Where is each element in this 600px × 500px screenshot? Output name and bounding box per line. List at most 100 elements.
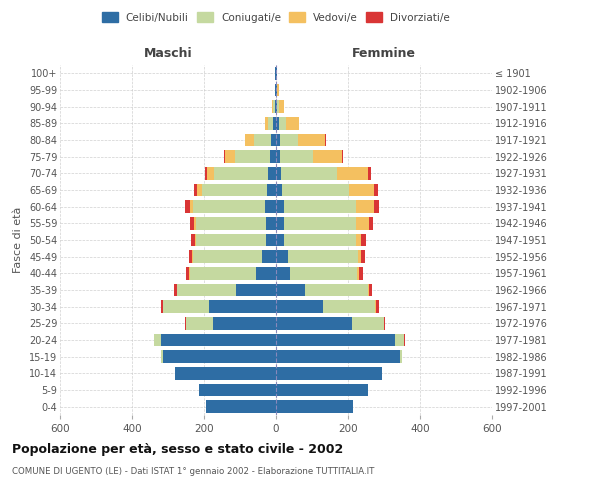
Bar xyxy=(269,150,276,163)
Bar xyxy=(189,250,193,263)
Bar xyxy=(267,184,276,196)
Bar xyxy=(305,284,368,296)
Bar xyxy=(276,100,277,113)
Bar xyxy=(276,67,277,80)
Bar xyxy=(275,84,276,96)
Bar xyxy=(276,300,323,313)
Bar xyxy=(254,134,271,146)
Bar xyxy=(359,267,363,280)
Bar xyxy=(193,200,265,213)
Bar xyxy=(276,334,395,346)
Bar xyxy=(154,334,161,346)
Bar xyxy=(395,334,404,346)
Bar xyxy=(185,317,186,330)
Bar xyxy=(190,267,256,280)
Bar xyxy=(275,100,276,113)
Bar xyxy=(207,167,214,179)
Bar xyxy=(190,200,193,213)
Bar xyxy=(276,84,277,96)
Bar xyxy=(284,234,356,246)
Bar xyxy=(175,367,276,380)
Bar xyxy=(337,167,368,179)
Bar xyxy=(205,167,207,179)
Bar xyxy=(235,150,269,163)
Text: Femmine: Femmine xyxy=(352,47,416,60)
Bar xyxy=(273,100,275,113)
Bar xyxy=(163,350,276,363)
Bar xyxy=(268,117,273,130)
Bar xyxy=(284,217,356,230)
Bar xyxy=(202,184,267,196)
Bar xyxy=(276,384,368,396)
Bar xyxy=(358,250,361,263)
Legend: Celibi/Nubili, Coniugati/e, Vedovi/e, Divorziati/e: Celibi/Nubili, Coniugati/e, Vedovi/e, Di… xyxy=(100,10,452,24)
Bar xyxy=(245,134,254,146)
Bar xyxy=(174,284,176,296)
Bar xyxy=(341,150,343,163)
Bar xyxy=(276,400,353,413)
Bar xyxy=(161,350,163,363)
Bar xyxy=(161,300,163,313)
Bar xyxy=(325,134,326,146)
Bar xyxy=(197,184,202,196)
Bar xyxy=(256,267,276,280)
Bar xyxy=(262,250,276,263)
Bar xyxy=(349,184,374,196)
Bar xyxy=(161,334,276,346)
Bar xyxy=(185,267,189,280)
Bar xyxy=(276,284,305,296)
Bar xyxy=(280,134,298,146)
Bar xyxy=(298,134,325,146)
Bar xyxy=(196,217,266,230)
Bar xyxy=(193,250,262,263)
Bar xyxy=(276,167,281,179)
Bar xyxy=(271,134,276,146)
Bar xyxy=(276,200,284,213)
Bar xyxy=(361,250,365,263)
Bar xyxy=(357,267,359,280)
Bar xyxy=(368,167,371,179)
Bar xyxy=(209,300,276,313)
Bar xyxy=(369,284,372,296)
Bar xyxy=(368,284,369,296)
Bar xyxy=(194,217,196,230)
Bar xyxy=(266,234,276,246)
Bar xyxy=(290,267,357,280)
Bar xyxy=(400,350,402,363)
Bar xyxy=(356,234,361,246)
Bar xyxy=(375,300,376,313)
Bar xyxy=(277,100,279,113)
Bar xyxy=(276,117,279,130)
Bar xyxy=(266,217,276,230)
Bar xyxy=(214,167,268,179)
Bar xyxy=(374,200,379,213)
Text: COMUNE DI UGENTO (LE) - Dati ISTAT 1° gennaio 2002 - Elaborazione TUTTITALIA.IT: COMUNE DI UGENTO (LE) - Dati ISTAT 1° ge… xyxy=(12,468,374,476)
Bar xyxy=(276,317,352,330)
Bar xyxy=(276,184,283,196)
Bar xyxy=(177,284,236,296)
Text: Maschi: Maschi xyxy=(143,47,193,60)
Bar xyxy=(356,217,368,230)
Bar xyxy=(199,384,276,396)
Y-axis label: Fasce di età: Fasce di età xyxy=(13,207,23,273)
Bar xyxy=(191,234,194,246)
Bar xyxy=(190,217,194,230)
Bar xyxy=(265,117,268,130)
Bar xyxy=(374,184,378,196)
Bar xyxy=(276,250,287,263)
Bar xyxy=(323,300,375,313)
Bar xyxy=(284,200,356,213)
Bar xyxy=(286,117,299,130)
Bar xyxy=(273,117,276,130)
Bar xyxy=(196,234,266,246)
Bar xyxy=(186,317,213,330)
Bar xyxy=(213,317,276,330)
Bar xyxy=(236,284,276,296)
Bar xyxy=(276,217,284,230)
Text: Popolazione per età, sesso e stato civile - 2002: Popolazione per età, sesso e stato civil… xyxy=(12,442,343,456)
Bar xyxy=(368,217,373,230)
Bar xyxy=(276,234,284,246)
Bar xyxy=(276,150,280,163)
Bar xyxy=(163,300,209,313)
Bar xyxy=(206,400,276,413)
